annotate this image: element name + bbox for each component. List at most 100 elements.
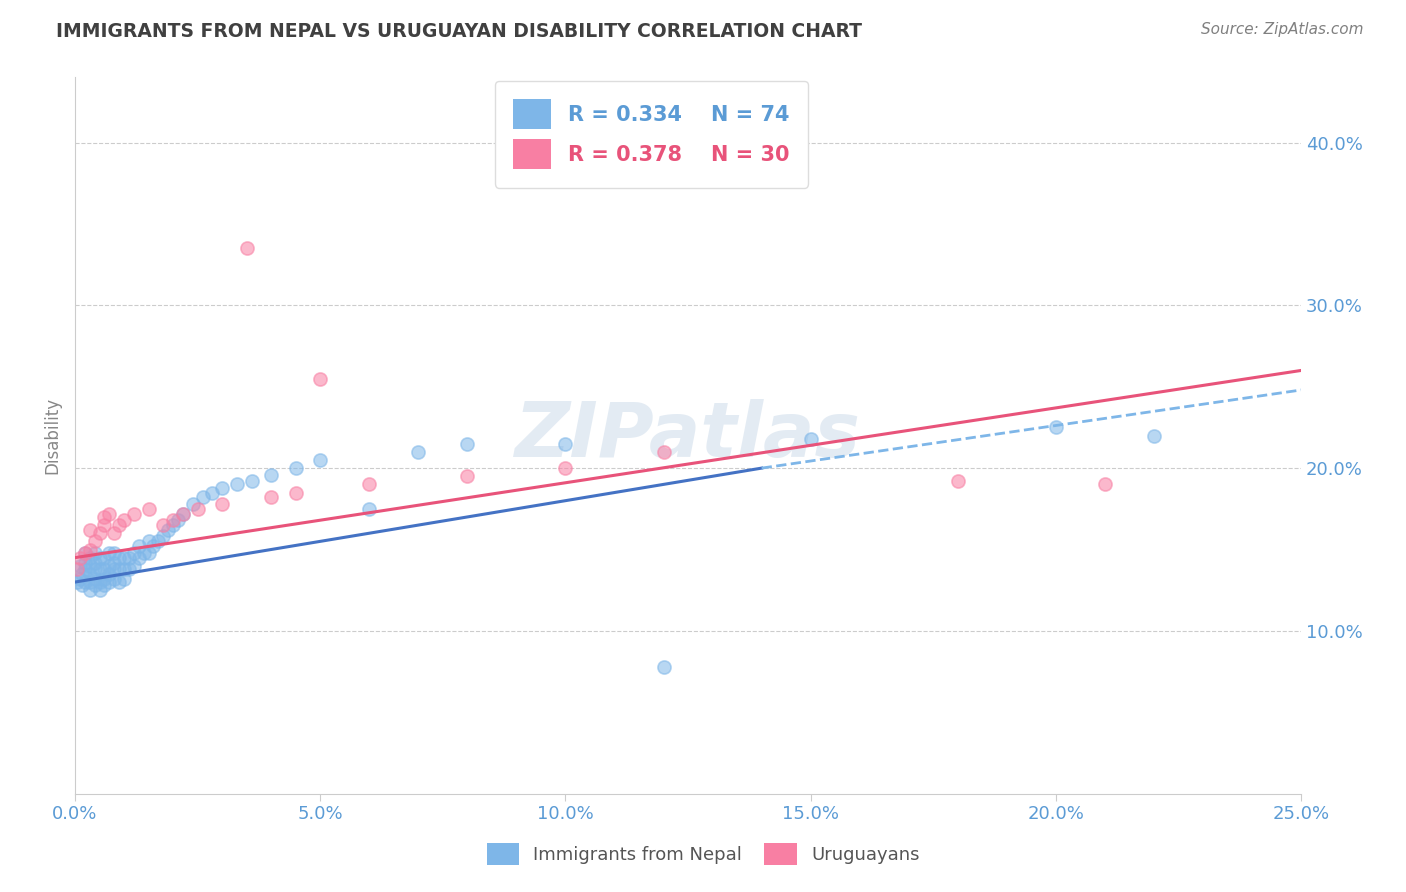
Point xyxy=(652,445,675,459)
Point xyxy=(93,578,115,592)
Point xyxy=(284,485,307,500)
Point xyxy=(456,469,478,483)
Point xyxy=(79,523,101,537)
Point xyxy=(108,550,131,565)
Point xyxy=(211,497,233,511)
Point xyxy=(138,546,160,560)
Point xyxy=(93,510,115,524)
Point xyxy=(152,529,174,543)
Point xyxy=(201,485,224,500)
Point xyxy=(98,575,121,590)
Point xyxy=(69,550,91,565)
Point xyxy=(98,507,121,521)
Point xyxy=(83,562,105,576)
Point xyxy=(800,432,823,446)
Point xyxy=(138,534,160,549)
Point xyxy=(79,575,101,590)
Point xyxy=(946,474,969,488)
Point xyxy=(103,572,125,586)
Point xyxy=(73,575,96,590)
Point xyxy=(118,550,141,565)
Point xyxy=(122,558,145,573)
Point xyxy=(69,572,91,586)
Point xyxy=(89,575,111,590)
Point xyxy=(73,546,96,560)
Text: ZIPatlas: ZIPatlas xyxy=(515,399,860,473)
Point xyxy=(240,474,263,488)
Point xyxy=(79,550,101,565)
Point xyxy=(235,241,257,255)
Point xyxy=(128,550,150,565)
Point xyxy=(157,523,180,537)
Point xyxy=(359,477,381,491)
Point xyxy=(93,562,115,576)
Point xyxy=(98,566,121,581)
Point xyxy=(152,518,174,533)
Point xyxy=(172,507,194,521)
Point xyxy=(652,659,675,673)
Point xyxy=(103,556,125,570)
Point xyxy=(122,507,145,521)
Point xyxy=(103,546,125,560)
Point xyxy=(554,461,576,475)
Point xyxy=(93,572,115,586)
Point xyxy=(112,572,135,586)
Point xyxy=(260,491,283,505)
Point xyxy=(69,558,91,573)
Point xyxy=(118,562,141,576)
Point xyxy=(112,562,135,576)
Point xyxy=(142,539,165,553)
Point xyxy=(172,507,194,521)
Point xyxy=(112,550,135,565)
Point xyxy=(359,501,381,516)
Point xyxy=(72,566,94,581)
Point xyxy=(73,562,96,576)
Point xyxy=(79,583,101,598)
Point xyxy=(108,562,131,576)
Point xyxy=(66,562,89,576)
Point xyxy=(72,578,94,592)
Point xyxy=(1094,477,1116,491)
Point xyxy=(260,467,283,482)
Point xyxy=(73,556,96,570)
Point xyxy=(83,546,105,560)
Point xyxy=(79,542,101,557)
Point xyxy=(83,534,105,549)
Legend: R = 0.334    N = 74, R = 0.378    N = 30: R = 0.334 N = 74, R = 0.378 N = 30 xyxy=(495,80,808,187)
Point xyxy=(89,583,111,598)
Point xyxy=(66,575,89,590)
Point xyxy=(98,558,121,573)
Point xyxy=(309,371,332,385)
Point xyxy=(309,453,332,467)
Point xyxy=(89,526,111,541)
Point xyxy=(225,477,247,491)
Point xyxy=(108,575,131,590)
Point xyxy=(191,491,214,505)
Point xyxy=(83,578,105,592)
Point xyxy=(456,436,478,450)
Point xyxy=(148,534,170,549)
Point xyxy=(112,513,135,527)
Y-axis label: Disability: Disability xyxy=(44,397,60,475)
Point xyxy=(162,513,184,527)
Text: IMMIGRANTS FROM NEPAL VS URUGUAYAN DISABILITY CORRELATION CHART: IMMIGRANTS FROM NEPAL VS URUGUAYAN DISAB… xyxy=(56,22,862,41)
Point xyxy=(1143,428,1166,442)
Point xyxy=(93,550,115,565)
Point xyxy=(138,501,160,516)
Point xyxy=(162,518,184,533)
Point xyxy=(103,526,125,541)
Point xyxy=(79,566,101,581)
Point xyxy=(284,461,307,475)
Point xyxy=(108,518,131,533)
Point xyxy=(1045,420,1067,434)
Point xyxy=(128,539,150,553)
Point xyxy=(187,501,209,516)
Point xyxy=(89,562,111,576)
Point xyxy=(83,556,105,570)
Point xyxy=(181,497,204,511)
Point xyxy=(122,546,145,560)
Point xyxy=(167,513,190,527)
Point xyxy=(132,546,155,560)
Point xyxy=(89,550,111,565)
Point xyxy=(554,436,576,450)
